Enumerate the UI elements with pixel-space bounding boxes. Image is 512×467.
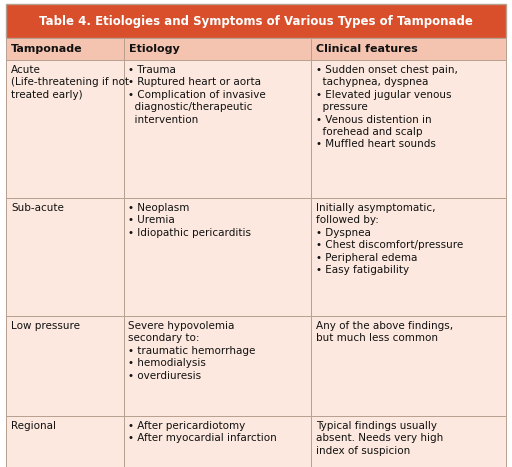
Bar bbox=[311, 198, 506, 316]
Bar bbox=[123, 416, 311, 467]
Bar bbox=[6, 198, 123, 316]
Text: Typical findings usually
absent. Needs very high
index of suspicion: Typical findings usually absent. Needs v… bbox=[316, 421, 443, 456]
Text: • Sudden onset chest pain,
  tachypnea, dyspnea
• Elevated jugular venous
  pres: • Sudden onset chest pain, tachypnea, dy… bbox=[316, 65, 458, 149]
Text: Tamponade: Tamponade bbox=[11, 44, 82, 54]
Text: Acute
(Life-threatening if not
treated early): Acute (Life-threatening if not treated e… bbox=[11, 65, 129, 100]
Text: Table 4. Etiologies and Symptoms of Various Types of Tamponade: Table 4. Etiologies and Symptoms of Vari… bbox=[39, 14, 473, 28]
Bar bbox=[6, 416, 123, 467]
Bar bbox=[6, 38, 123, 60]
Text: Sub-acute: Sub-acute bbox=[11, 203, 64, 213]
Text: Severe hypovolemia
secondary to:
• traumatic hemorrhage
• hemodialysis
• overdiu: Severe hypovolemia secondary to: • traum… bbox=[129, 321, 256, 381]
Text: Any of the above findings,
but much less common: Any of the above findings, but much less… bbox=[316, 321, 453, 343]
Text: Low pressure: Low pressure bbox=[11, 321, 80, 331]
Bar bbox=[311, 60, 506, 198]
Text: Regional: Regional bbox=[11, 421, 56, 431]
Bar bbox=[123, 60, 311, 198]
Text: Initially asymptomatic,
followed by:
• Dyspnea
• Chest discomfort/pressure
• Per: Initially asymptomatic, followed by: • D… bbox=[316, 203, 463, 275]
Text: • After pericardiotomy
• After myocardial infarction: • After pericardiotomy • After myocardia… bbox=[129, 421, 278, 443]
Bar bbox=[311, 38, 506, 60]
Text: Etiology: Etiology bbox=[129, 44, 179, 54]
Bar bbox=[311, 316, 506, 416]
Bar bbox=[6, 4, 506, 38]
Bar bbox=[6, 316, 123, 416]
Bar bbox=[311, 416, 506, 467]
Text: Clinical features: Clinical features bbox=[316, 44, 418, 54]
Bar bbox=[123, 198, 311, 316]
Bar bbox=[123, 38, 311, 60]
Text: • Neoplasm
• Uremia
• Idiopathic pericarditis: • Neoplasm • Uremia • Idiopathic pericar… bbox=[129, 203, 251, 238]
Bar bbox=[6, 60, 123, 198]
Text: • Trauma
• Ruptured heart or aorta
• Complication of invasive
  diagnostic/thera: • Trauma • Ruptured heart or aorta • Com… bbox=[129, 65, 266, 125]
Bar bbox=[123, 316, 311, 416]
